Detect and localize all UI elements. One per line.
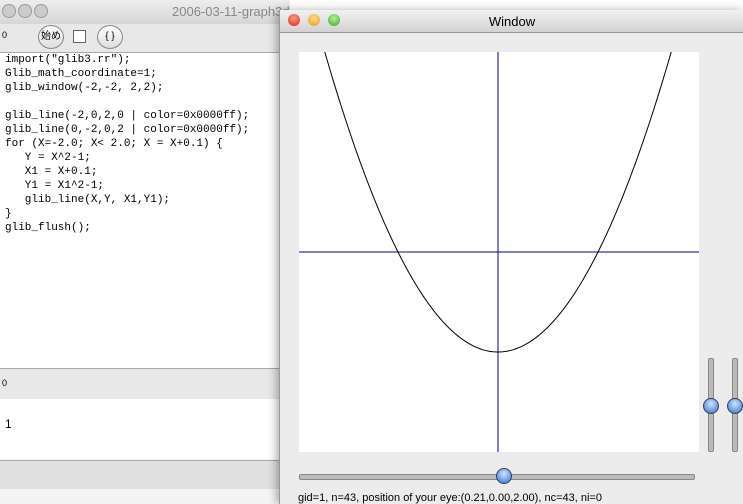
braces-button[interactable]: { } [97, 25, 123, 49]
minimize-button[interactable] [18, 4, 32, 18]
editor-window: 2006-03-11-graph3d 0 始め { } import("glib… [0, 0, 290, 504]
slider-knob[interactable] [496, 468, 512, 484]
code-line: glib_line(X,Y, X1,Y1); [5, 194, 171, 206]
minimize-button[interactable] [308, 14, 320, 26]
zoom-button[interactable] [328, 14, 340, 26]
status-bar [0, 460, 290, 489]
code-line: import("glib3.rr"); [5, 54, 131, 66]
code-line: for (X=-2.0; X< 2.0; X = X+0.1) { [5, 138, 223, 150]
output-text: 1 [5, 417, 12, 431]
title-bar: 2006-03-11-graph3d [0, 0, 290, 25]
graph-window: Window gid=1, n=43, position of your eye… [279, 10, 743, 504]
toolbar: 0 始め { } [0, 24, 290, 53]
zoom-button[interactable] [34, 4, 48, 18]
code-line: glib_window(-2,-2, 2,2); [5, 82, 164, 94]
code-line: Y1 = X1^2-1; [5, 180, 105, 192]
code-line: } [5, 208, 12, 220]
start-button[interactable]: 始め [38, 25, 64, 49]
window-title: 2006-03-11-graph3d [172, 4, 290, 19]
parabola [324, 52, 672, 353]
window-title: Window [488, 14, 536, 29]
code-block: glib_line(-2,0,2,0 | color=0x0000ff); gli… [5, 109, 249, 235]
slider-knob[interactable] [703, 398, 719, 414]
code-editor[interactable]: import("glib3.rr"); Glib_math_coordinate=… [0, 53, 290, 368]
code-line: glib_flush(); [5, 222, 91, 234]
counter: 0 [2, 30, 8, 40]
code-line: X1 = X+0.1; [5, 166, 98, 178]
code-block: import("glib3.rr"); Glib_math_coordinate=… [5, 53, 163, 95]
output-counter: 0 [2, 378, 8, 388]
status-text: gid=1, n=43, position of your eye:(0.21,… [298, 492, 602, 504]
title-bar: Window [280, 10, 743, 33]
plot-canvas [299, 52, 699, 452]
code-line: glib_line(-2,0,2,0 | color=0x0000ff); [5, 110, 250, 122]
output-header: 0 [0, 368, 290, 400]
checkbox[interactable] [73, 30, 86, 43]
output-area: 1 [0, 399, 290, 459]
code-line: Y = X^2-1; [5, 152, 91, 164]
code-line: Glib_math_coordinate=1; [5, 68, 157, 80]
slider-knob[interactable] [727, 398, 743, 414]
close-button[interactable] [2, 4, 16, 18]
close-button[interactable] [288, 14, 300, 26]
code-line: glib_line(0,-2,0,2 | color=0x0000ff); [5, 124, 250, 136]
